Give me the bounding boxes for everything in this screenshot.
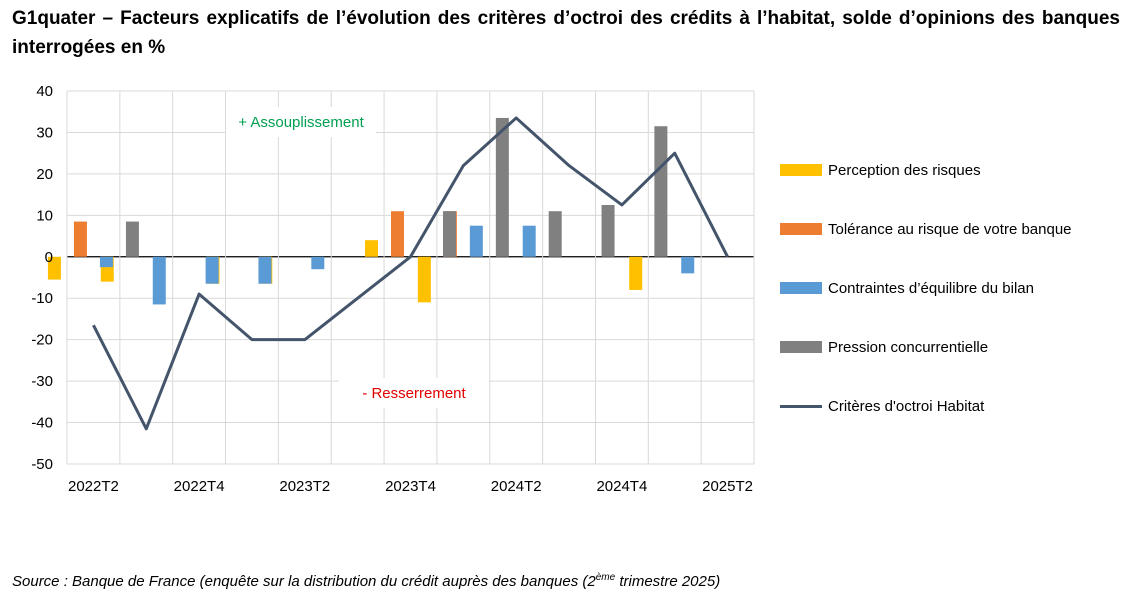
line-series [92,116,729,431]
y-tick-label: 30 [36,124,53,141]
legend-label: Pression concurrentielle [828,338,989,356]
bar [601,204,615,257]
x-tick-label: 2024T4 [596,478,647,495]
legend-item: Tolérance au risque de votre banque [780,219,1072,239]
y-tick-label: -10 [31,290,53,307]
x-axis: 2022T2 2022T4 2023T2 2023T4 2024T2 2024T4 2025… [68,478,753,495]
bars [47,117,695,305]
annotations: + Assouplissement - Resserrement [226,107,489,408]
y-tick-label: 10 [36,207,53,224]
bar [469,225,483,257]
legend-item: Critères d'octroi Habitat [780,396,984,416]
legend-label: Critères d'octroi Habitat [828,397,985,415]
legend-swatch [780,341,822,353]
source-note: Source : Banque de France (enquête sur l… [12,572,720,590]
bar [311,256,325,270]
bar [391,211,404,257]
x-tick-label: 2023T4 [385,478,436,495]
y-axis: 40 30 20 10 0 -10 -20 -30 -40 -50 [31,83,53,473]
line-series-path [92,116,729,431]
annotation-background [339,378,489,408]
x-tick-label: 2022T2 [68,478,119,495]
legend-item: Contraintes d’équilibre du bilan [780,278,1034,298]
legend-item: Perception des risques [780,160,981,180]
bar [495,117,509,257]
source-prefix: Source : Banque de France (enquête sur l… [12,573,596,590]
x-tick-label: 2022T4 [174,478,225,495]
y-tick-label: -40 [31,415,53,432]
bar [681,256,695,274]
y-tick-label: 0 [45,249,53,266]
legend-label: Tolérance au risque de votre banque [828,220,1072,238]
x-tick-label: 2023T2 [279,478,330,495]
chart-title: G1quater – Facteurs explicatifs de l’évo… [12,8,1120,58]
bar [522,225,536,257]
y-tick-label: -20 [31,332,53,349]
bar [73,221,87,257]
bar [443,211,456,257]
bar [205,256,219,284]
bar [125,221,139,257]
bar [654,126,668,257]
legend-swatch [780,164,822,176]
y-tick-label: 20 [36,166,53,183]
bar [365,240,378,257]
legend-label: Perception des risques [828,161,981,179]
bar [258,256,272,284]
legend-item: Pression concurrentielle [780,337,988,357]
y-tick-label: -50 [31,456,53,473]
grid [66,90,755,465]
bar [417,256,431,303]
y-tick-label: -30 [31,373,53,390]
annotation-easing: + Assouplissement [238,114,364,131]
annotation-tightening: - Resserrement [362,385,466,402]
annotation-background [226,107,376,137]
bar [548,211,562,257]
bar [629,256,643,290]
x-tick-label: 2024T2 [491,478,542,495]
bar [47,256,61,280]
legend-label: Contraintes d’équilibre du bilan [828,279,1034,297]
y-tick-label: 40 [36,83,53,100]
bar [99,256,113,268]
x-tick-label: 2025T2 [702,478,753,495]
source-suffix: trimestre 2025) [615,573,721,590]
legend-swatch [780,404,822,408]
legend-swatch [780,223,822,235]
source-superscript: ème [595,572,616,583]
bar [152,256,166,305]
legend-swatch [780,282,822,294]
